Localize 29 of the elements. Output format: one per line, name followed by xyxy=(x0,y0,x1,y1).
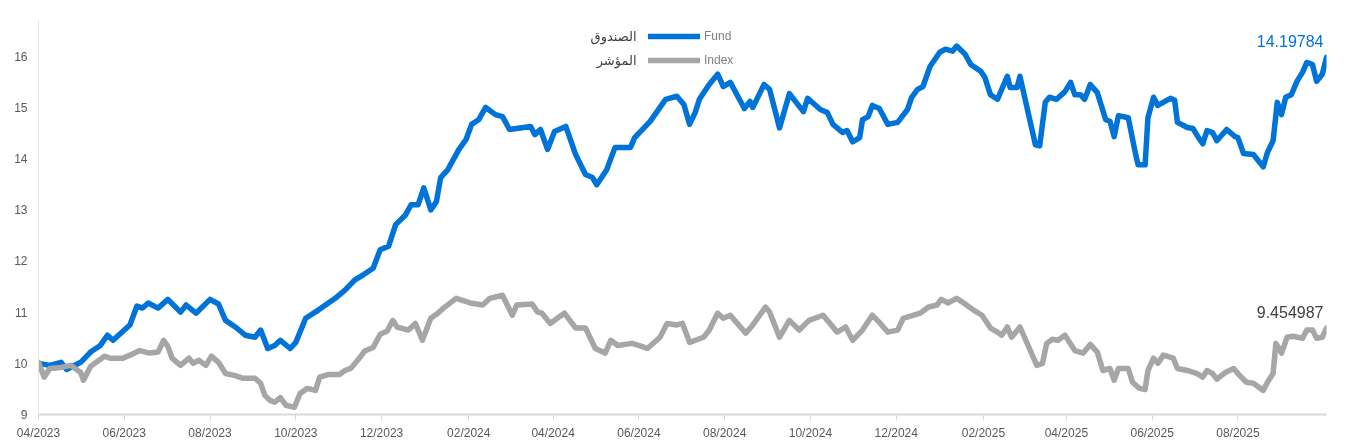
y-tick-label: 12 xyxy=(14,254,28,269)
annotation: 14.19784 xyxy=(1256,33,1324,51)
y-tick-label: 15 xyxy=(14,100,28,115)
y-tick-label: 10 xyxy=(14,356,28,371)
y-tick-label: 11 xyxy=(15,305,28,320)
x-tick-label: 06/2025 xyxy=(1130,425,1175,440)
x-tick-label: 10/2023 xyxy=(274,425,318,440)
legend-label: Fund xyxy=(704,29,732,43)
x-tick-label: 10/2024 xyxy=(788,425,833,440)
x-tick-label: 12/2023 xyxy=(359,425,404,440)
x-tick-label: 08/2025 xyxy=(1216,425,1260,440)
x-tick-label: 12/2024 xyxy=(874,425,919,440)
x-tick-label: 04/2025 xyxy=(1044,425,1089,440)
x-tick-label: 06/2023 xyxy=(102,425,147,440)
y-tick-label: 9 xyxy=(20,408,28,422)
annotation: المؤشر xyxy=(595,53,637,69)
x-tick-label: 04/2023 xyxy=(16,425,61,440)
legend-label: Index xyxy=(704,53,734,67)
annotation: 9.454987 xyxy=(1256,304,1324,322)
annotation: الصندوق xyxy=(590,29,637,45)
x-tick-label: 02/2024 xyxy=(447,425,491,440)
x-tick-label: 08/2023 xyxy=(188,425,233,440)
x-tick-label: 02/2025 xyxy=(961,425,1006,440)
y-tick-label: 16 xyxy=(14,49,28,64)
x-tick-label: 04/2024 xyxy=(531,425,576,440)
x-tick-label: 08/2024 xyxy=(702,425,747,440)
x-tick-label: 06/2024 xyxy=(617,425,661,440)
y-tick-label: 14 xyxy=(14,152,28,167)
y-tick-label: 13 xyxy=(14,203,28,218)
